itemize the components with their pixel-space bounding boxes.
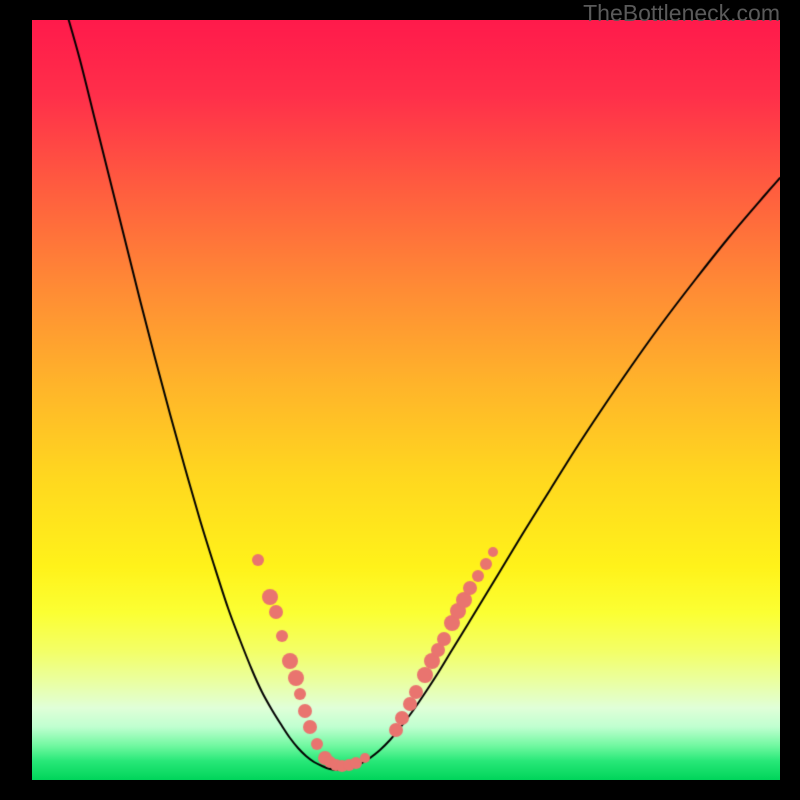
curve-canvas: [0, 0, 800, 800]
watermark-text: TheBottleneck.com: [583, 0, 780, 27]
chart-stage: TheBottleneck.com: [0, 0, 800, 800]
